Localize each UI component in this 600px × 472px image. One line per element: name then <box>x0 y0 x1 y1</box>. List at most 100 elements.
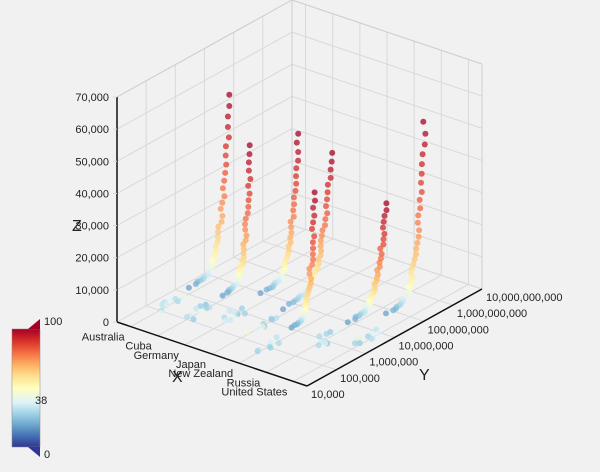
data-point <box>422 130 429 137</box>
data-point <box>215 223 222 230</box>
wall-edge <box>291 0 483 65</box>
data-point <box>380 236 387 243</box>
data-point <box>245 159 252 166</box>
data-point <box>287 218 294 225</box>
data-point <box>253 326 259 333</box>
data-point <box>218 218 225 225</box>
data-point <box>310 256 316 263</box>
data-point <box>311 212 318 219</box>
data-point <box>225 134 232 141</box>
data-point <box>415 212 422 219</box>
data-point <box>317 242 324 249</box>
y-gridline <box>146 305 337 371</box>
z-axis-ticks: 0 10,000 20,000 30,000 40,000 50,000 60,000 70,… <box>75 92 109 329</box>
data-point <box>246 151 253 158</box>
data-point <box>242 215 249 222</box>
data-point <box>418 189 425 195</box>
data-point <box>315 256 322 263</box>
data-point <box>219 185 226 192</box>
data-points <box>158 91 429 355</box>
data-point <box>316 333 323 340</box>
data-point <box>380 224 386 231</box>
data-point <box>231 309 238 316</box>
data-point <box>317 237 324 244</box>
data-point <box>381 212 388 219</box>
data-point <box>215 228 221 235</box>
data-point <box>322 222 328 229</box>
data-point <box>232 315 239 321</box>
data-point <box>416 196 423 203</box>
data-point <box>199 308 206 315</box>
data-point <box>267 339 274 346</box>
z-tick-label: 30,000 <box>75 221 109 233</box>
data-point <box>378 250 385 257</box>
data-point <box>411 256 418 263</box>
data-point <box>184 313 191 320</box>
y-gridline <box>262 240 453 306</box>
data-point <box>259 323 266 330</box>
data-point <box>185 284 192 291</box>
data-point <box>223 161 230 168</box>
data-point <box>383 310 389 317</box>
data-point <box>245 197 252 204</box>
data-point <box>247 176 254 182</box>
data-point <box>310 245 316 252</box>
data-point <box>417 205 424 212</box>
z-tick-label: 50,000 <box>75 156 109 168</box>
y-axis-line <box>306 288 483 387</box>
data-point <box>221 193 228 200</box>
data-point <box>324 181 331 188</box>
y-tick-label: 1,000,000,000 <box>457 308 527 320</box>
data-point <box>306 265 313 272</box>
data-point <box>273 334 280 341</box>
data-point <box>344 319 351 326</box>
data-point <box>328 158 335 165</box>
y-axis-ticks: 10,000 100,000 1,000,000 10,000,000 100,000,… <box>311 292 562 401</box>
z-tick-label: 10,000 <box>75 285 109 297</box>
data-point <box>420 118 427 125</box>
data-point <box>293 139 300 146</box>
y-tick-label: 1,000,000 <box>369 357 418 369</box>
data-point <box>288 324 295 331</box>
colorbar-tick-max: 100 <box>44 316 62 328</box>
x-tick-label: United States <box>221 386 288 398</box>
data-point <box>212 242 219 249</box>
data-point <box>416 227 423 234</box>
z-tick-label: 40,000 <box>75 188 109 200</box>
data-point <box>306 270 313 277</box>
data-point <box>158 309 165 316</box>
data-point <box>287 234 294 241</box>
data-point <box>226 91 233 98</box>
data-point <box>219 199 226 206</box>
colorbar-gradient <box>11 328 41 448</box>
data-point <box>190 316 197 323</box>
data-point <box>419 151 426 158</box>
x-tick-label: Japan <box>176 359 206 371</box>
data-point <box>414 239 421 246</box>
data-point <box>159 301 166 308</box>
data-point <box>221 177 228 184</box>
x-tick-label: Cuba <box>125 341 152 353</box>
data-point <box>318 232 325 239</box>
data-point <box>352 340 358 347</box>
data-point <box>257 290 264 297</box>
data-point <box>315 342 322 349</box>
y-tick-label: 100,000 <box>340 373 380 385</box>
data-point <box>413 245 420 252</box>
data-point <box>311 189 318 196</box>
data-point <box>418 179 424 186</box>
data-point <box>322 216 329 223</box>
data-point <box>222 143 229 150</box>
data-point <box>324 196 330 203</box>
data-point <box>267 344 274 351</box>
data-point <box>293 173 299 180</box>
z-tick-label: 0 <box>103 317 109 329</box>
colorbar-tick-mid: 38 <box>35 395 47 407</box>
y-axis-label: Y <box>419 367 430 384</box>
data-point <box>246 142 253 149</box>
data-point <box>290 213 297 220</box>
data-point <box>244 210 251 217</box>
colorbar-tick-min: 0 <box>44 449 50 461</box>
scene-axes <box>113 96 483 387</box>
